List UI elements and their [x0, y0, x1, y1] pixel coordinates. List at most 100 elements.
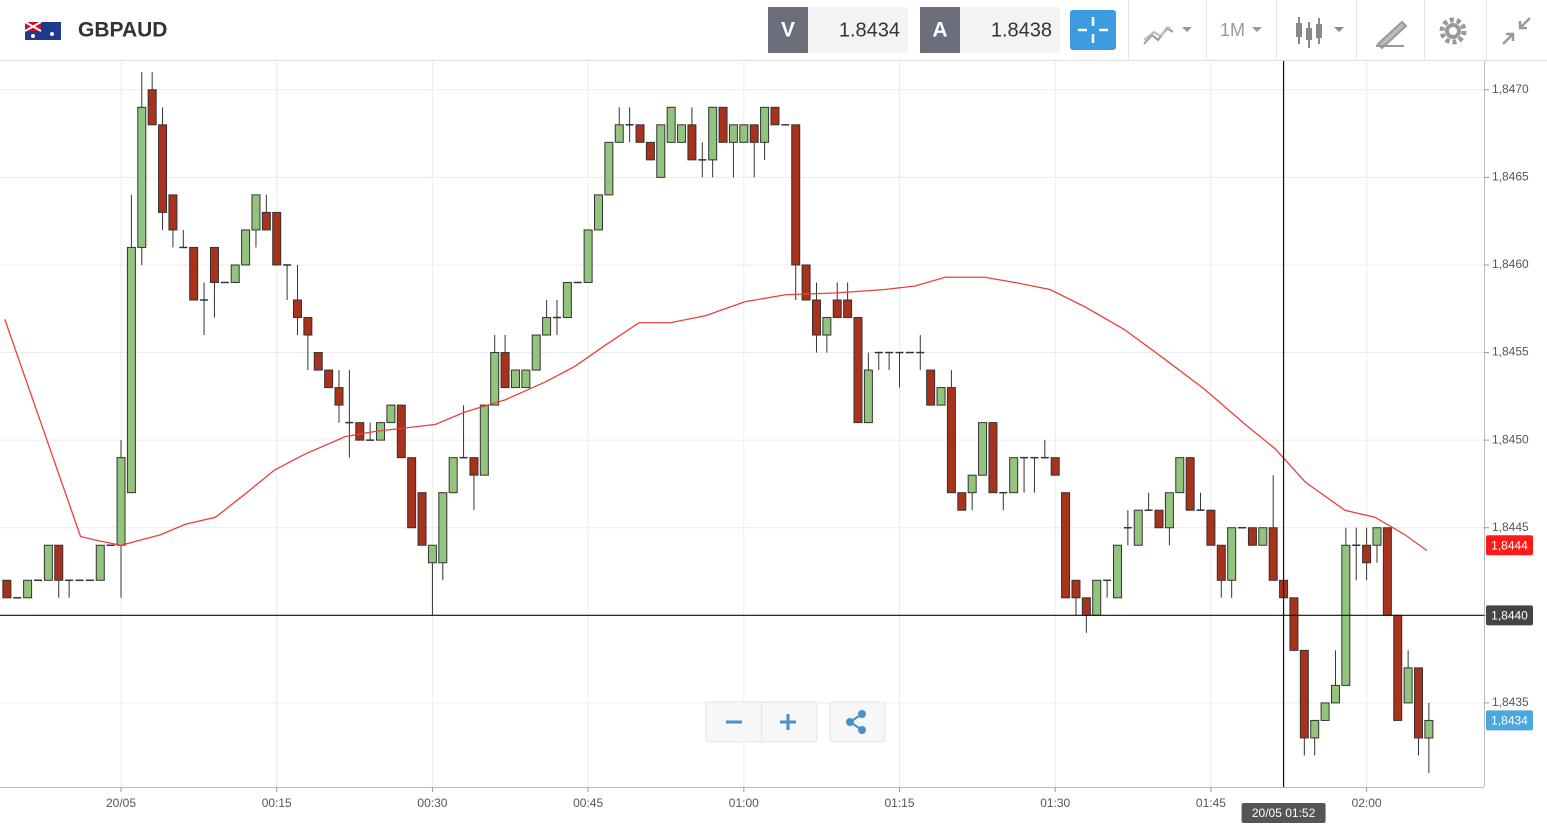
candle-body — [448, 457, 458, 494]
candle-body — [863, 369, 873, 424]
price-label: 1,8434 — [1491, 714, 1528, 728]
candle-body — [770, 106, 780, 126]
candle-body — [1258, 527, 1268, 546]
candle-body — [396, 404, 406, 459]
candle-body — [760, 106, 770, 143]
candle-body — [417, 492, 427, 546]
candle-body — [656, 124, 666, 178]
candle-body — [313, 352, 323, 371]
crosshair-time-box — [1241, 803, 1326, 823]
candle-body — [1393, 614, 1403, 721]
candle-body — [604, 141, 614, 196]
share-button[interactable] — [829, 701, 886, 743]
candle-body — [1414, 667, 1424, 739]
moving-average-line — [4, 276, 1428, 552]
candle-body — [1227, 527, 1237, 581]
candle-body — [1061, 492, 1071, 599]
candle-body — [261, 211, 271, 231]
x-tick-label: 00:30 — [417, 796, 447, 810]
collapse-button[interactable] — [1502, 17, 1531, 45]
candle-body — [708, 106, 718, 161]
candle-body — [1050, 457, 1060, 476]
candle-body — [832, 299, 842, 319]
indicators-button[interactable] — [1296, 17, 1344, 48]
timeframe[interactable]: 1M — [1220, 20, 1245, 40]
chart-type-button[interactable] — [1143, 26, 1192, 45]
candle-body — [158, 124, 168, 213]
candle-body — [1081, 597, 1091, 616]
zoom-controls — [705, 701, 886, 743]
candle-body — [988, 422, 998, 494]
settings-button[interactable] — [1439, 17, 1467, 45]
y-tick-label: 1,8470 — [1492, 82, 1529, 96]
candle-body — [531, 334, 541, 371]
candle-body — [1372, 527, 1382, 546]
candle-body — [1310, 719, 1320, 739]
buy-price-box — [960, 7, 1060, 53]
candle-body — [334, 387, 344, 406]
candle-body — [666, 106, 676, 143]
buy-button[interactable] — [920, 7, 960, 53]
candle-body — [137, 106, 147, 248]
candle-body — [469, 457, 479, 476]
y-tick-label: 1,8460 — [1492, 257, 1529, 271]
candle-body — [1185, 457, 1195, 511]
candle-body — [1299, 649, 1309, 739]
candle-body — [728, 124, 738, 143]
candle-body — [292, 299, 302, 319]
crosshair-button[interactable] — [1070, 10, 1116, 50]
candle-body — [677, 124, 687, 143]
y-tick-label: 1,8445 — [1492, 520, 1529, 534]
candle-body — [147, 89, 157, 126]
candle-body — [1289, 597, 1299, 651]
draw-button[interactable] — [1376, 20, 1408, 50]
candle-body — [687, 124, 697, 161]
candle-body — [749, 124, 759, 143]
x-tick-label: 00:15 — [262, 796, 292, 810]
candle-body — [23, 579, 33, 599]
candle-body — [427, 544, 437, 564]
candle-body — [500, 352, 510, 389]
candle-body — [438, 492, 448, 564]
candle-body — [936, 387, 946, 406]
candle-body — [1206, 509, 1216, 546]
candle-body — [645, 141, 655, 161]
candle-body — [209, 246, 219, 283]
sell-price-box — [808, 7, 908, 53]
candle-body — [978, 422, 988, 476]
candle-body — [562, 281, 572, 319]
candle-body — [521, 369, 531, 389]
candle-body — [324, 369, 334, 389]
y-tick-label: 1,8465 — [1492, 170, 1529, 184]
x-tick-label: 01:00 — [729, 796, 759, 810]
candle-body — [801, 264, 811, 301]
candle-body — [926, 369, 936, 406]
candle-body — [479, 404, 489, 476]
candle-body — [407, 457, 417, 529]
candle-body — [967, 474, 977, 494]
price-label: 1,8440 — [1491, 608, 1528, 622]
x-tick-label: 20/05 — [106, 796, 136, 810]
crosshair-time-label: 20/05 01:52 — [1252, 806, 1316, 820]
candle-body — [583, 229, 593, 283]
candle-body — [1330, 684, 1340, 704]
symbol: GBPAUD — [78, 19, 167, 42]
candle-body — [43, 544, 53, 581]
sell-button[interactable] — [768, 7, 808, 53]
candle-body — [718, 106, 728, 143]
candle-body — [355, 422, 365, 441]
candle-body — [189, 246, 199, 301]
candle-body — [95, 544, 105, 581]
candle-body — [1403, 667, 1413, 704]
y-tick-label: 1,8435 — [1492, 695, 1529, 709]
x-tick-label: 01:45 — [1196, 796, 1226, 810]
candle-body — [1092, 579, 1102, 616]
candle-body — [791, 124, 801, 266]
x-tick-label: 01:30 — [1040, 796, 1070, 810]
candle-body — [1268, 527, 1278, 581]
price-label-box — [1486, 605, 1533, 626]
candle-body — [126, 246, 136, 494]
